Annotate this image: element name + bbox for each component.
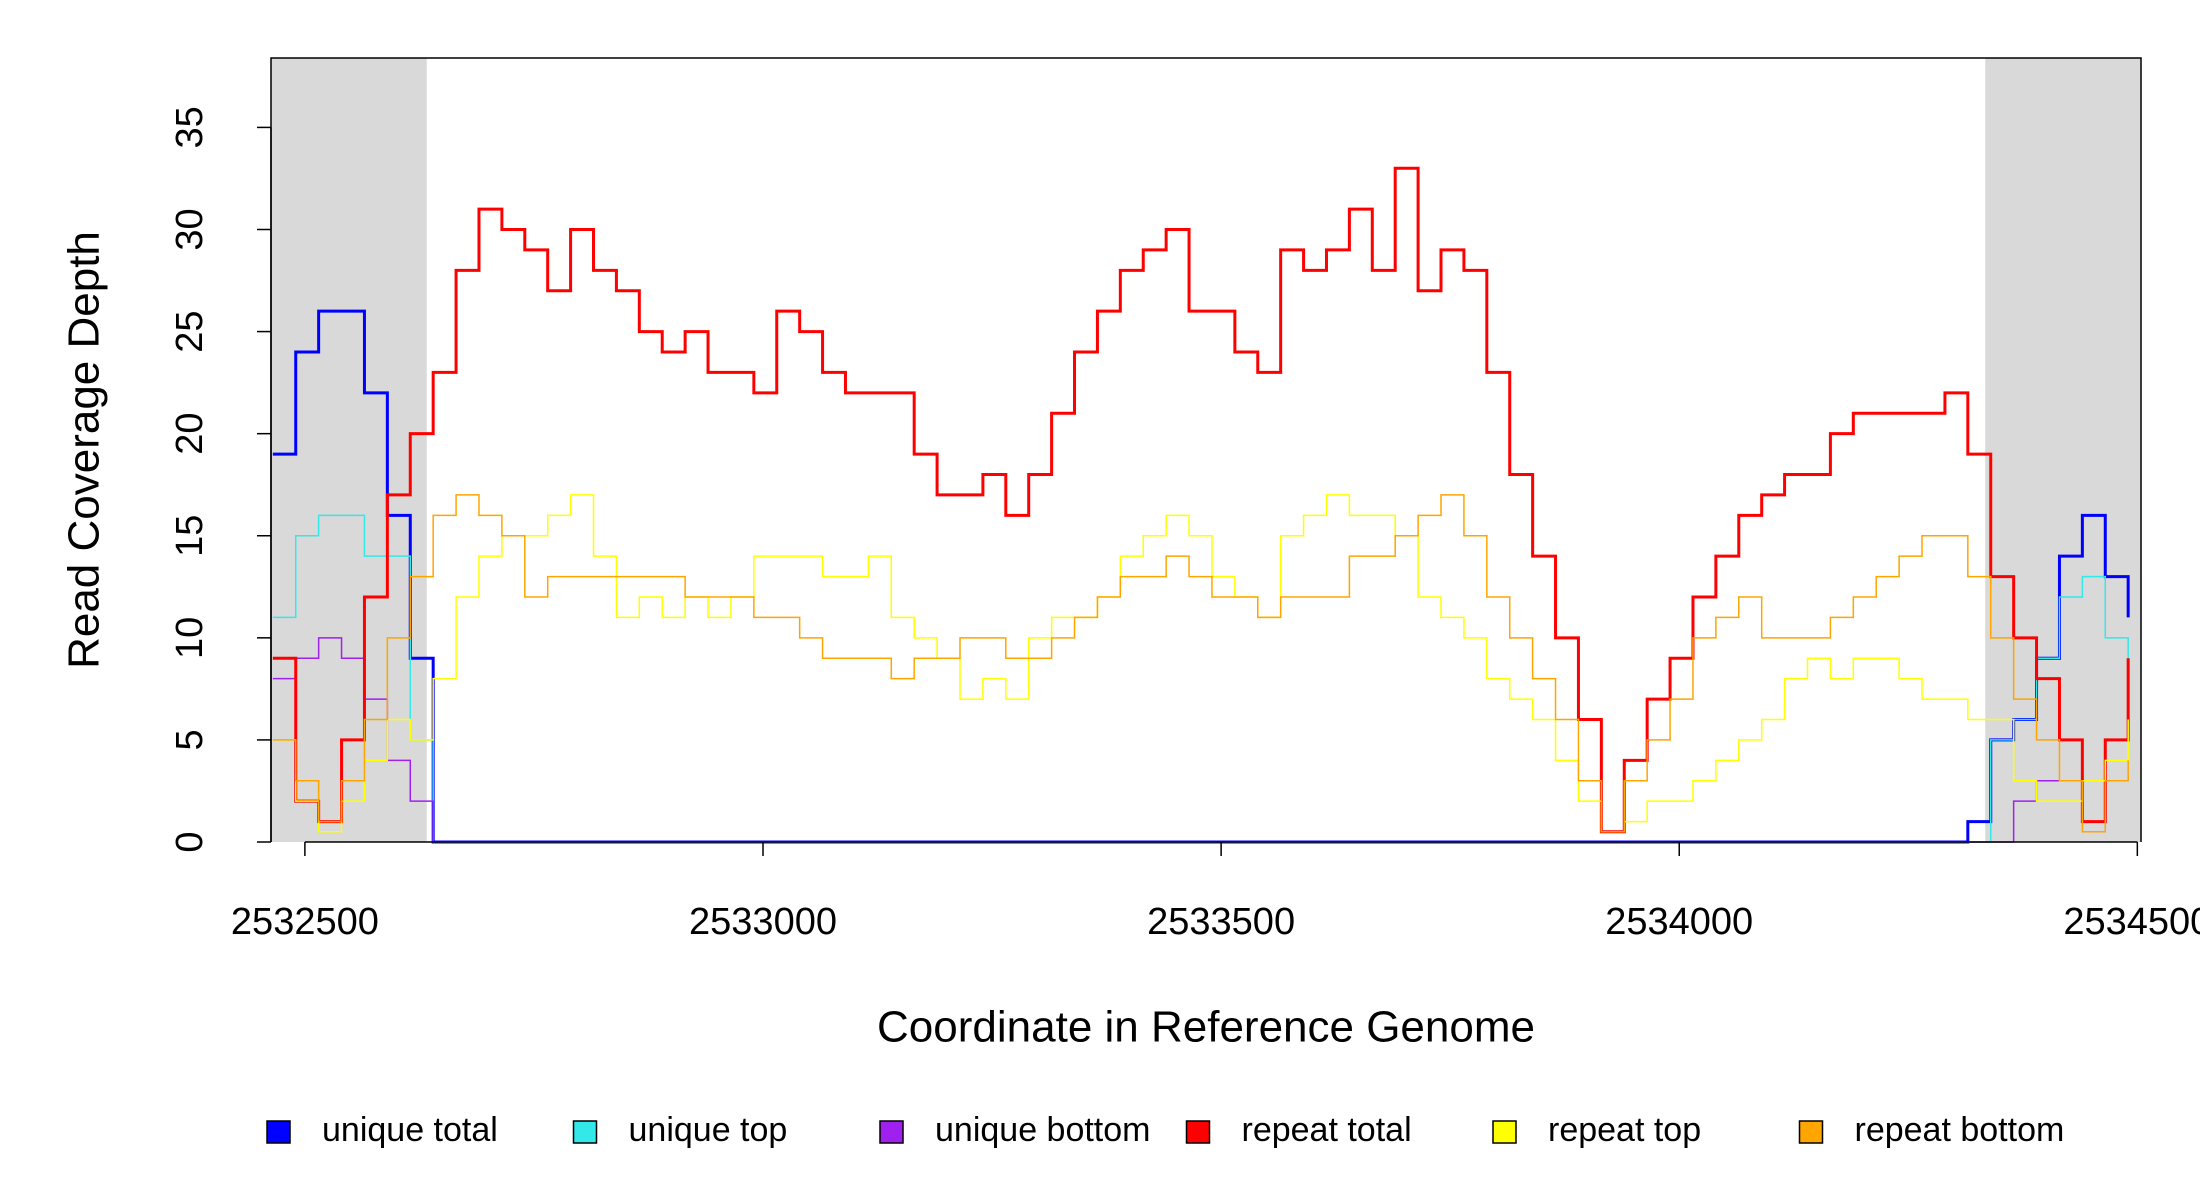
x-tick-label: 2533000 [689,901,837,943]
shaded-region [1985,58,2141,842]
legend-swatch [1492,1120,1517,1144]
legend-swatch [266,1120,291,1144]
x-tick-label: 2534500 [2063,901,2200,943]
plot-area [272,166,2130,844]
legend-swatch [879,1120,904,1144]
x-axis-label: Coordinate in Reference Genome [877,1003,1535,1052]
series-line [272,166,2130,834]
x-tick-label: 2533500 [1147,901,1295,943]
legend-swatch [1798,1120,1824,1144]
legend-label: unique bottom [935,1111,1151,1149]
plot-frame [270,57,2142,842]
y-tick-label: 20 [169,413,211,455]
y-axis-label: Read Coverage Depth [60,231,109,669]
y-tick-label: 25 [169,310,211,352]
y-tick-label: 35 [169,106,211,148]
series-line [272,637,2129,843]
legend-swatch [572,1120,598,1144]
legend-label: repeat bottom [1855,1111,2065,1149]
y-tick-label: 10 [169,617,211,659]
legend-swatch [1185,1120,1211,1144]
legend-label: unique top [629,1111,788,1149]
legend-label: repeat top [1548,1111,1701,1149]
x-tick-label: 2532500 [231,901,379,943]
y-tick-label: 15 [169,515,211,557]
x-tick-label: 2534000 [1605,901,1753,943]
y-tick-label: 0 [169,831,211,852]
y-tick-label: 30 [169,208,211,250]
legend-label: repeat total [1242,1111,1412,1149]
legend-label: unique total [322,1111,498,1149]
series-line [272,494,2129,833]
series-line [272,494,2129,833]
y-tick-label: 5 [169,729,211,750]
